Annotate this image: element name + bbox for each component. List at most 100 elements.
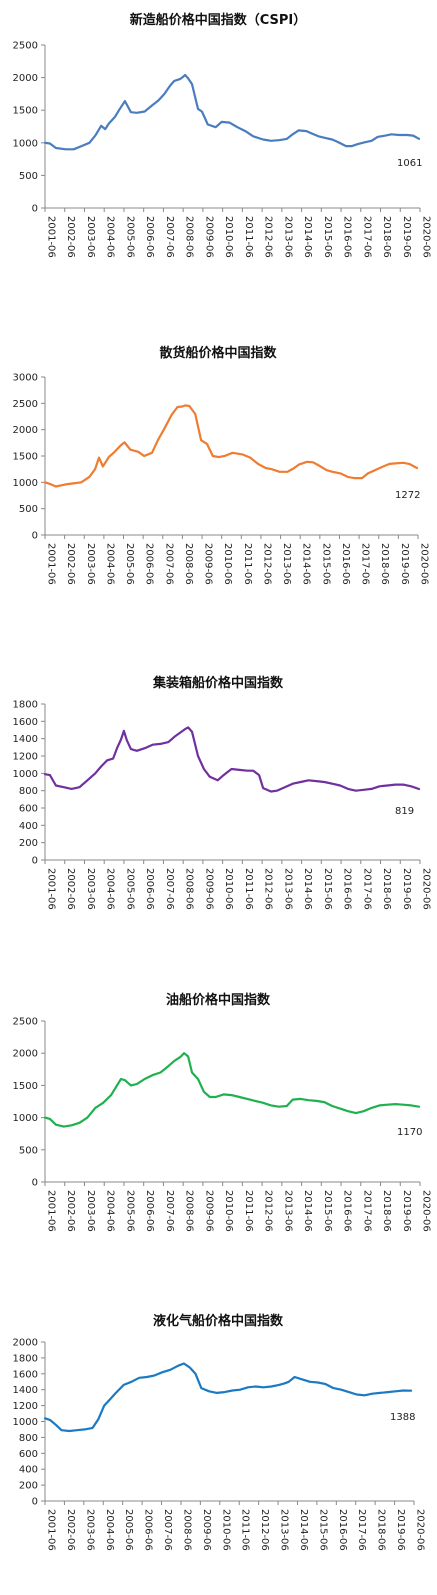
end-value-label: 819	[395, 806, 414, 817]
x-tick-label: 2007-06	[163, 543, 174, 585]
x-tick-label: 2015-06	[317, 1509, 328, 1551]
x-tick-label: 2008-06	[184, 868, 195, 910]
y-tick-label: 1000	[13, 1417, 38, 1428]
x-tick-label: 2003-06	[85, 868, 96, 910]
x-tick-label: 2019-06	[401, 868, 412, 910]
x-tick-label: 2004-06	[105, 1190, 116, 1232]
x-tick-label: 2017-06	[361, 868, 372, 910]
x-tick-label: 2020-06	[421, 216, 432, 258]
series-line	[45, 1364, 411, 1432]
x-tick-label: 2011-06	[240, 1509, 251, 1551]
x-tick-label: 2016-06	[340, 543, 351, 585]
x-tick-label: 2015-06	[320, 543, 331, 585]
y-tick-label: 2000	[13, 1338, 38, 1349]
y-tick-label: 400	[19, 1465, 38, 1476]
x-tick-label: 2009-06	[203, 216, 214, 258]
y-tick-label: 0	[32, 1178, 38, 1189]
x-tick-label: 2015-06	[322, 1190, 333, 1232]
x-tick-label: 2016-06	[337, 1509, 348, 1551]
y-tick-label: 1500	[13, 1081, 38, 1092]
x-tick-label: 2008-06	[184, 216, 195, 258]
x-tick-label: 2005-06	[124, 543, 135, 585]
x-tick-label: 2009-06	[203, 543, 214, 585]
x-tick-label: 2013-06	[279, 1509, 290, 1551]
chart-title: 散货船价格中国指数	[159, 345, 277, 361]
y-tick-label: 1500	[13, 106, 38, 117]
y-tick-label: 200	[19, 1481, 38, 1492]
x-tick-label: 2001-06	[46, 868, 57, 910]
x-tick-label: 2004-06	[105, 868, 116, 910]
x-tick-label: 2006-06	[144, 868, 155, 910]
chart-container-ship: 集装箱船价格中国指数020040060080010001200140016001…	[0, 660, 437, 960]
x-tick-label: 2014-06	[301, 543, 312, 585]
x-tick-label: 2015-06	[322, 868, 333, 910]
series-line	[45, 1053, 419, 1126]
x-tick-label: 2018-06	[381, 868, 392, 910]
x-tick-label: 2002-06	[65, 216, 76, 258]
y-tick-label: 2500	[13, 41, 38, 52]
chart-title: 油船价格中国指数	[166, 992, 271, 1008]
chart-title: 新造船价格中国指数（CSPI）	[130, 12, 307, 28]
x-tick-label: 2012-06	[263, 216, 274, 258]
x-tick-label: 2005-06	[124, 868, 135, 910]
x-tick-label: 2018-06	[381, 1190, 392, 1232]
y-tick-label: 1600	[13, 717, 38, 728]
end-value-label: 1170	[397, 1127, 422, 1138]
x-tick-label: 2002-06	[65, 1190, 76, 1232]
x-tick-label: 2014-06	[298, 1509, 309, 1551]
x-tick-label: 2002-06	[65, 1509, 76, 1551]
end-value-label: 1061	[397, 158, 422, 169]
series-line	[45, 405, 417, 486]
x-tick-label: 2012-06	[259, 1509, 270, 1551]
y-tick-label: 0	[32, 204, 38, 215]
x-tick-label: 2016-06	[342, 868, 353, 910]
x-tick-label: 2006-06	[144, 543, 155, 585]
x-tick-label: 2004-06	[105, 216, 116, 258]
x-tick-label: 2006-06	[143, 1509, 154, 1551]
y-tick-label: 500	[19, 171, 38, 182]
x-tick-label: 2019-06	[401, 216, 412, 258]
y-tick-label: 1200	[13, 752, 38, 763]
x-tick-label: 2007-06	[164, 868, 175, 910]
x-tick-label: 2012-06	[263, 1190, 274, 1232]
x-tick-label: 2020-06	[421, 1190, 432, 1232]
x-tick-label: 2001-06	[46, 1190, 57, 1232]
x-tick-label: 2017-06	[361, 1190, 372, 1232]
y-tick-label: 500	[19, 1145, 38, 1156]
x-tick-label: 2018-06	[376, 1509, 387, 1551]
x-tick-label: 2009-06	[201, 1509, 212, 1551]
x-tick-label: 2010-06	[223, 1190, 234, 1232]
y-tick-label: 0	[32, 856, 38, 867]
y-tick-label: 200	[19, 838, 38, 849]
y-tick-label: 400	[19, 821, 38, 832]
x-tick-label: 2014-06	[302, 216, 313, 258]
y-tick-label: 1800	[13, 1353, 38, 1364]
y-tick-label: 800	[19, 786, 38, 797]
y-tick-label: 1600	[13, 1369, 38, 1380]
x-tick-label: 2020-06	[421, 868, 432, 910]
x-tick-label: 2012-06	[261, 543, 272, 585]
x-tick-label: 2005-06	[124, 216, 135, 258]
x-tick-label: 2014-06	[302, 1190, 313, 1232]
x-tick-label: 2006-06	[144, 216, 155, 258]
x-tick-label: 2018-06	[379, 543, 390, 585]
x-tick-label: 2019-06	[395, 1509, 406, 1551]
x-tick-label: 2009-06	[203, 1190, 214, 1232]
x-tick-label: 2008-06	[181, 1509, 192, 1551]
y-tick-label: 600	[19, 804, 38, 815]
x-tick-label: 2011-06	[243, 1190, 254, 1232]
x-tick-label: 2012-06	[263, 868, 274, 910]
y-tick-label: 2000	[13, 1049, 38, 1060]
y-tick-label: 1500	[13, 452, 38, 463]
chart-bulk-carrier: 散货船价格中国指数0500100015002000250030002001-06…	[0, 330, 437, 630]
chart-title: 液化气船价格中国指数	[153, 1313, 284, 1329]
x-tick-label: 2001-06	[46, 1509, 57, 1551]
y-tick-label: 600	[19, 1449, 38, 1460]
y-tick-label: 1000	[13, 478, 38, 489]
y-tick-label: 2000	[13, 73, 38, 84]
x-tick-label: 2011-06	[242, 543, 253, 585]
y-tick-label: 2500	[13, 1017, 38, 1028]
x-tick-label: 2020-06	[419, 543, 430, 585]
x-tick-label: 2011-06	[243, 216, 254, 258]
